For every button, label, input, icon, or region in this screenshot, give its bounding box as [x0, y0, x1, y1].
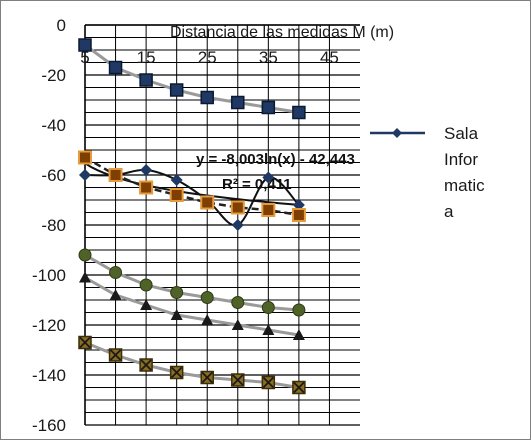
data-point — [292, 329, 305, 340]
y-tick-label: -80 — [41, 216, 66, 235]
data-point — [292, 303, 306, 317]
series-group — [79, 271, 305, 340]
legend-label-line: a — [444, 202, 454, 221]
x-tick-label: 25 — [198, 48, 217, 67]
x-tick-label: 15 — [137, 48, 156, 67]
data-point-cross — [140, 359, 152, 371]
data-point — [109, 289, 122, 300]
data-point-cross — [171, 366, 183, 379]
data-point — [140, 299, 153, 310]
data-point — [169, 188, 184, 202]
y-tick-label: -20 — [41, 66, 66, 85]
data-point — [261, 203, 276, 217]
data-point — [79, 169, 91, 181]
data-point — [140, 164, 153, 176]
series-group — [78, 38, 306, 120]
data-point — [292, 105, 306, 120]
data-point — [200, 90, 214, 105]
y-tick-label: -60 — [41, 166, 66, 185]
legend-label-line: Infor — [444, 150, 478, 169]
y-tick-label: -100 — [32, 266, 66, 285]
data-point — [109, 266, 123, 279]
data-point — [231, 219, 244, 231]
y-tick-label: -160 — [32, 416, 66, 435]
data-point — [78, 38, 92, 52]
series-group — [78, 335, 306, 395]
data-point — [170, 286, 184, 299]
y-tick-label: -140 — [32, 366, 66, 385]
data-point — [139, 180, 154, 195]
x-tick-label: 5 — [80, 48, 89, 67]
data-point — [170, 309, 183, 320]
x-axis-title: Distancia de las medidas M (m) — [170, 24, 394, 41]
trendline-r-squared: R² = 0,411 — [222, 176, 292, 193]
y-tick-label: 0 — [57, 16, 66, 35]
data-point — [169, 83, 184, 97]
data-point — [231, 319, 244, 330]
axes — [84, 24, 360, 425]
legend: Sala Infor matic a — [370, 124, 485, 221]
data-point — [108, 60, 123, 75]
legend-marker — [392, 128, 402, 138]
gridlines — [84, 24, 360, 426]
data-point — [200, 291, 214, 304]
data-point — [170, 174, 183, 186]
x-tick-label: 45 — [320, 48, 339, 67]
data-point — [139, 278, 153, 292]
data-point — [108, 168, 123, 182]
data-point — [139, 73, 153, 87]
data-point-cross — [232, 374, 244, 386]
series-group — [78, 150, 306, 222]
data-point — [291, 208, 306, 222]
data-point — [200, 195, 215, 210]
trendline-equation: y = -8,003ln(x) - 42,443 — [196, 151, 355, 168]
y-tick-labels: 0 -20 -40 -60 -80 -100 -120 -140 -160 — [32, 16, 66, 435]
data-point-cross — [262, 376, 274, 389]
data-point — [231, 296, 245, 309]
data-point — [262, 324, 275, 335]
data-point — [231, 95, 245, 110]
y-tick-label: -120 — [32, 316, 66, 335]
data-point — [78, 150, 92, 165]
data-point — [79, 271, 91, 283]
series-line — [84, 276, 300, 337]
data-point-cross — [201, 371, 213, 384]
legend-label-line: Sala — [444, 124, 479, 143]
data-point-cross — [293, 381, 305, 394]
data-point-cross — [109, 349, 122, 361]
x-tick-label: 35 — [259, 48, 278, 67]
data-point-cross — [79, 336, 91, 349]
data-point — [261, 100, 276, 115]
data-point — [230, 200, 245, 215]
series-layer — [78, 38, 306, 395]
x-tick-labels: 5 15 25 35 45 — [80, 48, 339, 67]
y-tick-label: -40 — [41, 116, 66, 135]
series-group — [78, 248, 306, 317]
legend-label: Sala Infor matic a — [444, 124, 485, 221]
data-point — [201, 314, 214, 325]
legend-label-line: matic — [444, 176, 485, 195]
data-point — [262, 171, 275, 184]
data-point — [261, 301, 275, 314]
data-point — [78, 248, 92, 262]
